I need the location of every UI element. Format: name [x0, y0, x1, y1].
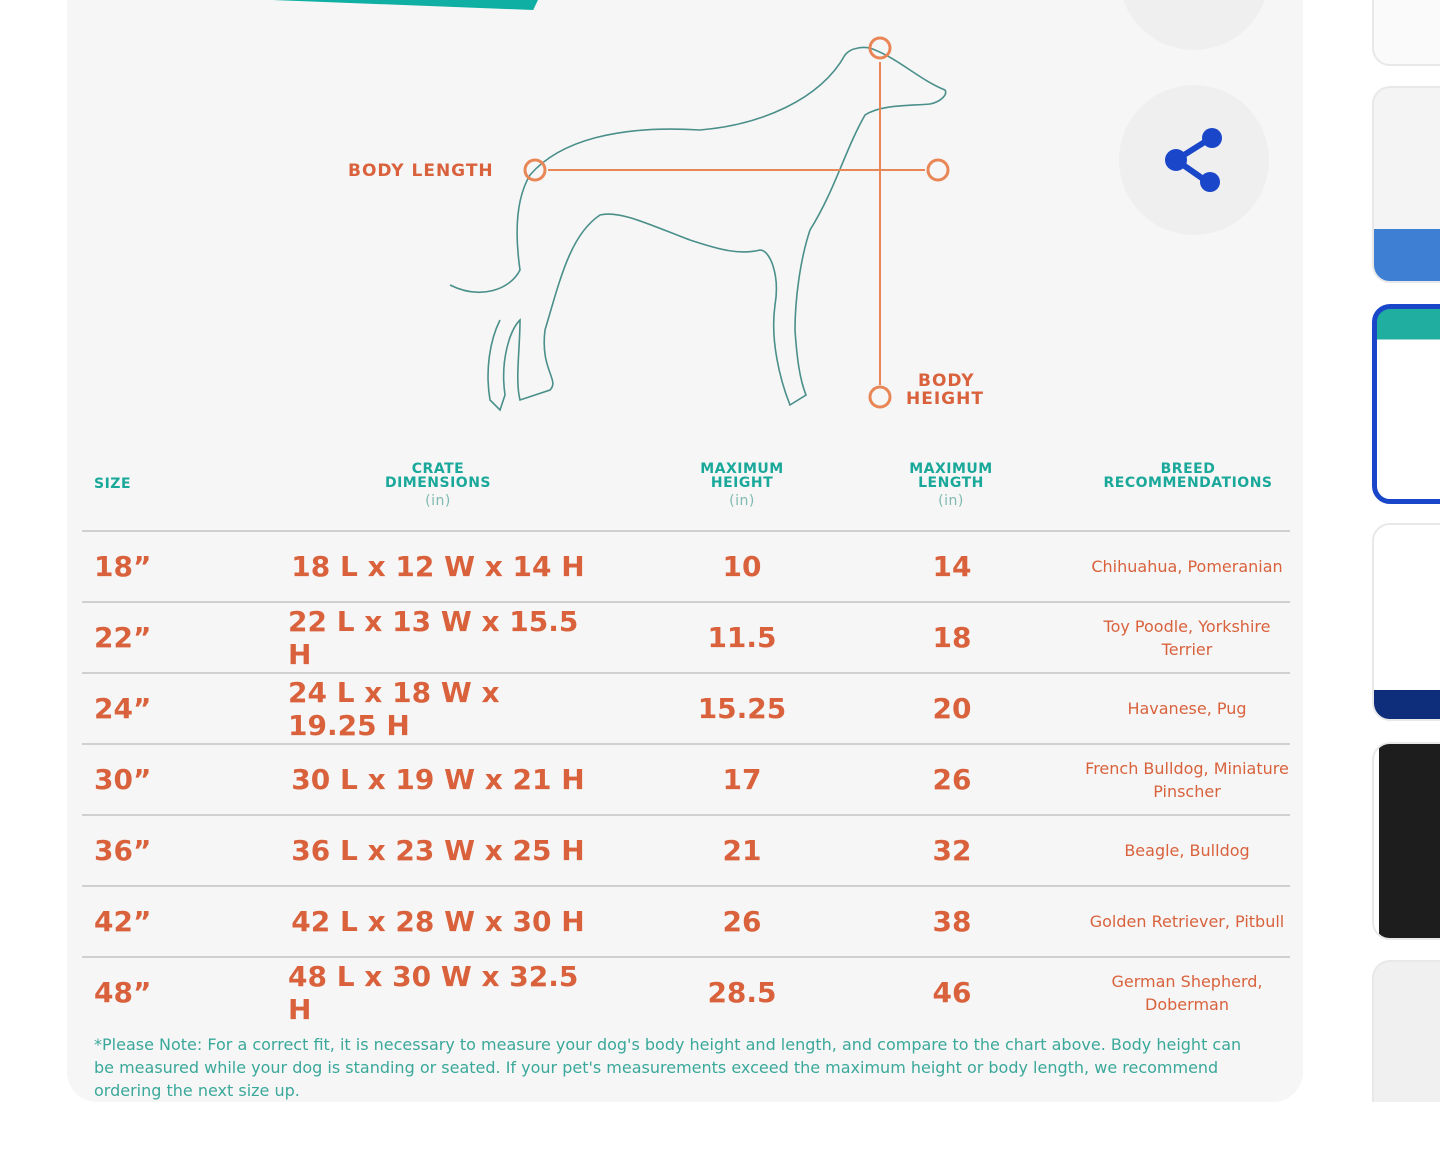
cell-breed: Chihuahua, Pomeranian: [1091, 557, 1283, 576]
cell-max-length: 26: [932, 763, 972, 796]
table-row: 36” 36 L x 23 W x 25 H 21 32 Beagle, Bulldog: [82, 814, 1290, 885]
thumbnail-3-selected[interactable]: [1372, 304, 1440, 504]
cell-size: 22”: [94, 621, 152, 654]
cell-max-length: 32: [932, 834, 972, 867]
cell-max-height: 28.5: [707, 976, 777, 1009]
cell-dims: 30 L x 19 W x 21 H: [291, 763, 585, 796]
header-dims: CRATE DIMENSIONS (in): [384, 461, 492, 509]
thumbnail-4[interactable]: [1372, 523, 1440, 721]
cell-max-length: 18: [932, 621, 972, 654]
cell-dims: 48 L x 30 W x 32.5 H: [288, 959, 579, 1026]
cell-breed: Havanese, Pug: [1127, 699, 1247, 718]
bottom-area: [0, 1102, 1440, 1168]
cell-dims: 18 L x 12 W x 14 H: [291, 550, 585, 583]
cell-dims: 22 L x 13 W x 15.5 H: [288, 604, 579, 671]
header-max-length: MAXIMUM LENGTH (in): [909, 461, 993, 509]
table-row: 48” 48 L x 30 W x 32.5 H 28.5 46 German Shep…: [82, 956, 1290, 1027]
cell-breed: Golden Retriever, Pitbull: [1089, 912, 1285, 931]
thumbnail-5[interactable]: [1372, 742, 1440, 940]
cell-size: 18”: [94, 550, 152, 583]
cell-size: 24”: [94, 692, 152, 725]
dog-outline: [449, 46, 947, 412]
heart-icon: [1164, 0, 1224, 50]
dog-measurement-illustration: [449, 36, 950, 412]
table-row: 18” 18 L x 12 W x 14 H 10 14 Chihuahua, Pome…: [82, 530, 1290, 601]
cell-size: 36”: [94, 834, 152, 867]
table-header: SIZE CRATE DIMENSIONS (in) MAXIMUM HEIGHT (i…: [82, 460, 1290, 530]
cell-max-height: 21: [722, 834, 762, 867]
fit-note: *Please Note: For a correct fit, it is n…: [94, 1035, 1242, 1100]
body-height-label-1: BODY: [918, 371, 975, 391]
header-breed: BREED RECOMMENDATIONS: [1103, 461, 1273, 491]
body-height-label-2: HEIGHT: [906, 389, 984, 409]
cell-dims: 36 L x 23 W x 25 H: [291, 834, 585, 867]
cell-max-height: 17: [722, 763, 762, 796]
body-length-label: BODY LENGTH: [348, 161, 494, 181]
table-row: 42” 42 L x 28 W x 30 H 26 38 Golden Retrieve…: [82, 885, 1290, 956]
cell-breed: French Bulldog, Miniature Pinscher: [1085, 758, 1289, 801]
product-image-viewer: [67, 0, 1303, 1102]
cell-max-height: 11.5: [707, 621, 777, 654]
cell-dims: 42 L x 28 W x 30 H: [291, 905, 585, 938]
cell-breed: German Shepherd, Doberman: [1111, 971, 1263, 1014]
cell-max-height: 10: [722, 550, 762, 583]
table-row: 24” 24 L x 18 W x 19.25 H 15.25 20 Havanese,…: [82, 672, 1290, 743]
header-max-height: MAXIMUM HEIGHT (in): [700, 461, 784, 509]
share-icon: [1165, 128, 1222, 192]
share-button[interactable]: [1119, 85, 1269, 235]
cell-max-height: 15.25: [697, 692, 787, 725]
thumbnail-2[interactable]: [1372, 86, 1440, 283]
cell-max-height: 26: [722, 905, 762, 938]
cell-max-length: 20: [932, 692, 972, 725]
cell-breed: Beagle, Bulldog: [1124, 841, 1250, 860]
cell-breed: Toy Poodle, Yorkshire Terrier: [1103, 616, 1271, 659]
cell-dims: 24 L x 18 W x 19.25 H: [288, 675, 500, 742]
thumbnail-6[interactable]: [1372, 960, 1440, 1120]
cell-size: 42”: [94, 905, 152, 938]
table-row: 22” 22 L x 13 W x 15.5 H 11.5 18 Toy Poodle,…: [82, 601, 1290, 672]
cell-max-length: 38: [932, 905, 972, 938]
cell-max-length: 14: [932, 550, 972, 583]
cell-size: 48”: [94, 976, 152, 1009]
header-size: SIZE: [94, 476, 132, 492]
cell-max-length: 46: [932, 976, 972, 1009]
thumbnail-1[interactable]: [1372, 0, 1440, 66]
table-row: 30” 30 L x 19 W x 21 H 17 26 French Bulldog,…: [82, 743, 1290, 814]
cell-size: 30”: [94, 763, 152, 796]
